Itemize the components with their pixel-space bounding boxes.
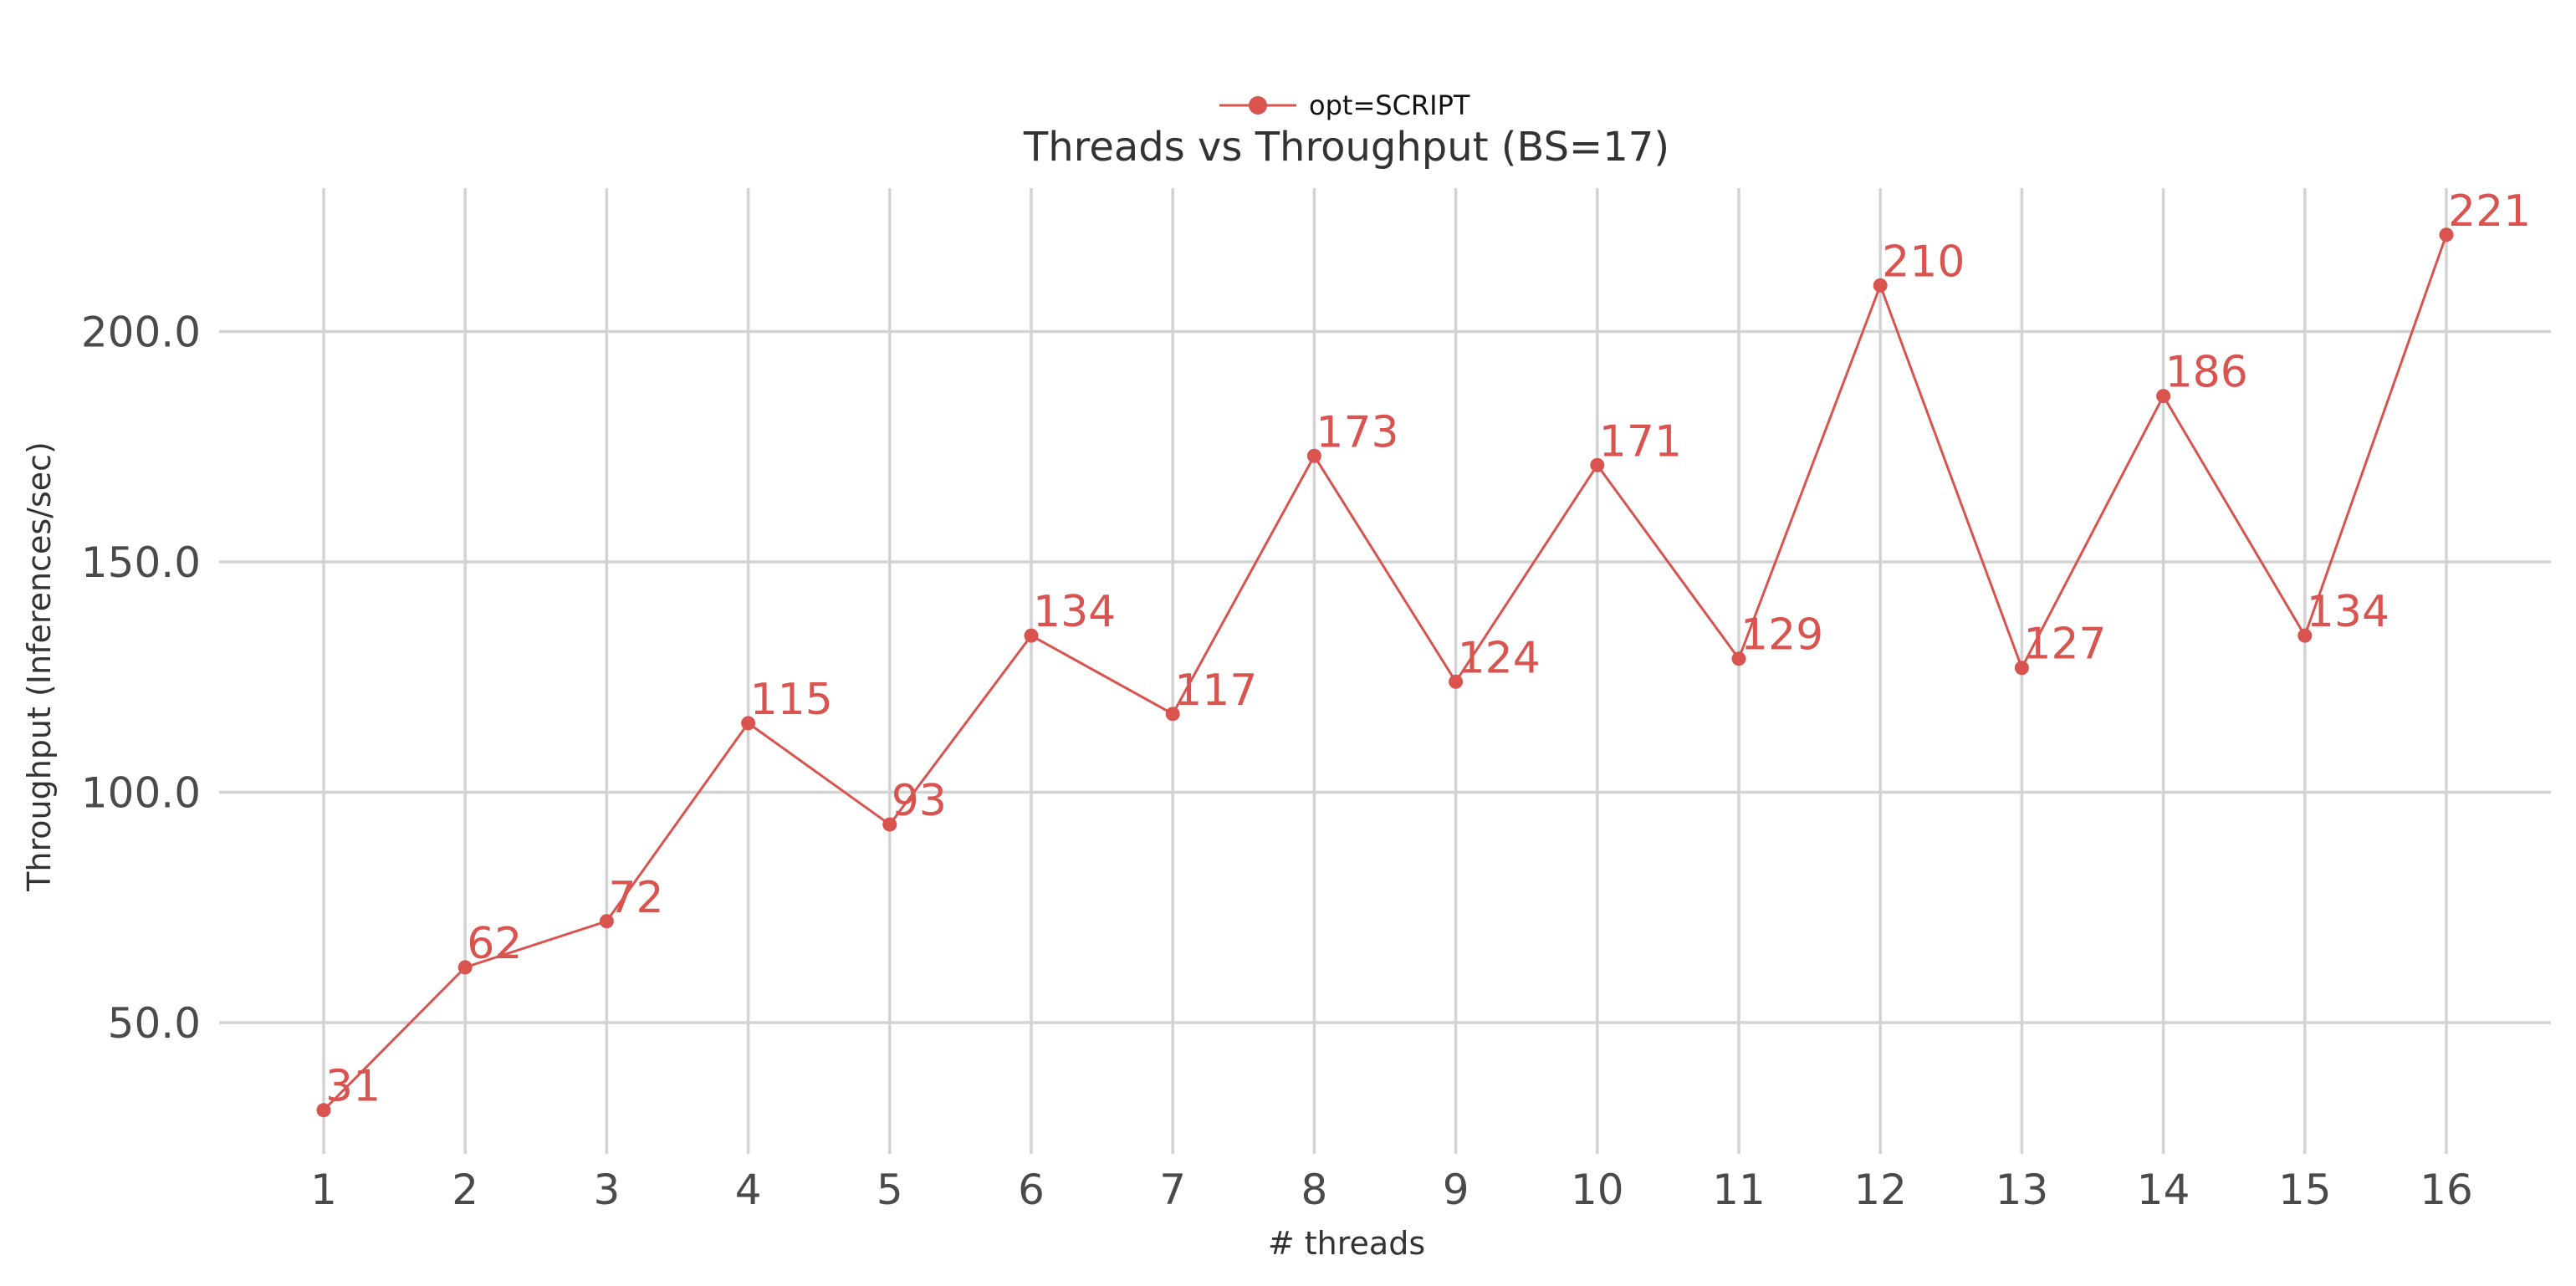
data-label: 127 bbox=[2023, 620, 2106, 670]
chart-title: Threads vs Throughput (BS=17) bbox=[1023, 124, 1669, 171]
series-layer bbox=[316, 227, 2454, 1118]
data-label: 62 bbox=[467, 919, 522, 969]
legend-entry: opt=SCRIPT bbox=[1309, 89, 1470, 121]
data-label: 221 bbox=[2448, 186, 2531, 237]
x-tick-label: 12 bbox=[1853, 1166, 1907, 1214]
data-point bbox=[1449, 674, 1464, 689]
data-point bbox=[1590, 457, 1605, 472]
y-axis-label: Throughput (Inferences/sec) bbox=[21, 441, 58, 892]
y-tick-label: 150.0 bbox=[81, 538, 201, 587]
x-tick-label: 6 bbox=[1018, 1166, 1045, 1214]
data-label: 186 bbox=[2165, 348, 2248, 398]
x-tick-label: 14 bbox=[2137, 1166, 2190, 1214]
y-tick-label: 50.0 bbox=[108, 999, 201, 1048]
data-label: 93 bbox=[892, 776, 947, 826]
data-point bbox=[882, 817, 897, 832]
y-tick-label: 100.0 bbox=[81, 769, 201, 818]
data-label: 129 bbox=[1740, 610, 1823, 661]
x-tick-label: 5 bbox=[877, 1166, 903, 1214]
data-point bbox=[1306, 448, 1321, 463]
x-tick-label: 9 bbox=[1443, 1166, 1469, 1214]
legend: opt=SCRIPT bbox=[1219, 89, 1470, 121]
data-point bbox=[2297, 628, 2313, 643]
legend-marker-icon bbox=[1249, 96, 1267, 115]
x-axis-label: # threads bbox=[1268, 1225, 1425, 1262]
data-point bbox=[2014, 661, 2029, 676]
x-tick-label: 15 bbox=[2278, 1166, 2332, 1214]
data-label: 134 bbox=[2307, 587, 2389, 637]
data-point bbox=[457, 960, 473, 975]
data-point bbox=[1024, 628, 1039, 643]
x-tick-label: 16 bbox=[2420, 1166, 2473, 1214]
data-label: 134 bbox=[1033, 587, 1116, 637]
data-point bbox=[316, 1103, 331, 1118]
y-axis-ticks: 50.0 100.0 150.0 200.0 bbox=[81, 309, 201, 1049]
x-tick-label: 11 bbox=[1712, 1166, 1766, 1214]
series-line bbox=[322, 234, 2448, 1111]
data-label: 31 bbox=[325, 1062, 381, 1112]
data-point bbox=[1731, 651, 1746, 666]
data-point bbox=[741, 716, 756, 731]
x-tick-label: 8 bbox=[1301, 1166, 1327, 1214]
data-point bbox=[2439, 227, 2454, 242]
data-label: 210 bbox=[1882, 237, 1965, 287]
data-point bbox=[599, 914, 614, 929]
x-tick-label: 10 bbox=[1571, 1166, 1624, 1214]
x-tick-label: 3 bbox=[593, 1166, 620, 1214]
x-tick-label: 4 bbox=[735, 1166, 762, 1214]
data-label: 173 bbox=[1316, 407, 1398, 457]
x-tick-label: 1 bbox=[310, 1166, 337, 1214]
y-tick-label: 200.0 bbox=[81, 309, 201, 357]
data-label: 117 bbox=[1174, 666, 1257, 716]
data-label: 124 bbox=[1458, 633, 1541, 683]
x-axis-ticks: 1 2 3 4 5 6 7 8 9 10 11 12 13 14 15 16 bbox=[310, 1166, 2473, 1214]
x-tick-label: 2 bbox=[452, 1166, 478, 1214]
data-label: 171 bbox=[1599, 416, 1682, 467]
data-point bbox=[1165, 707, 1180, 722]
data-label: 115 bbox=[750, 675, 833, 725]
x-tick-label: 13 bbox=[1996, 1166, 2049, 1214]
x-tick-label: 7 bbox=[1159, 1166, 1186, 1214]
data-label: 72 bbox=[608, 873, 663, 923]
data-point bbox=[1873, 278, 1888, 293]
data-point bbox=[2156, 389, 2171, 404]
data-labels: 31 62 72 115 93 134 117 173 124 171 129 210 127 186 13… bbox=[325, 186, 2531, 1112]
